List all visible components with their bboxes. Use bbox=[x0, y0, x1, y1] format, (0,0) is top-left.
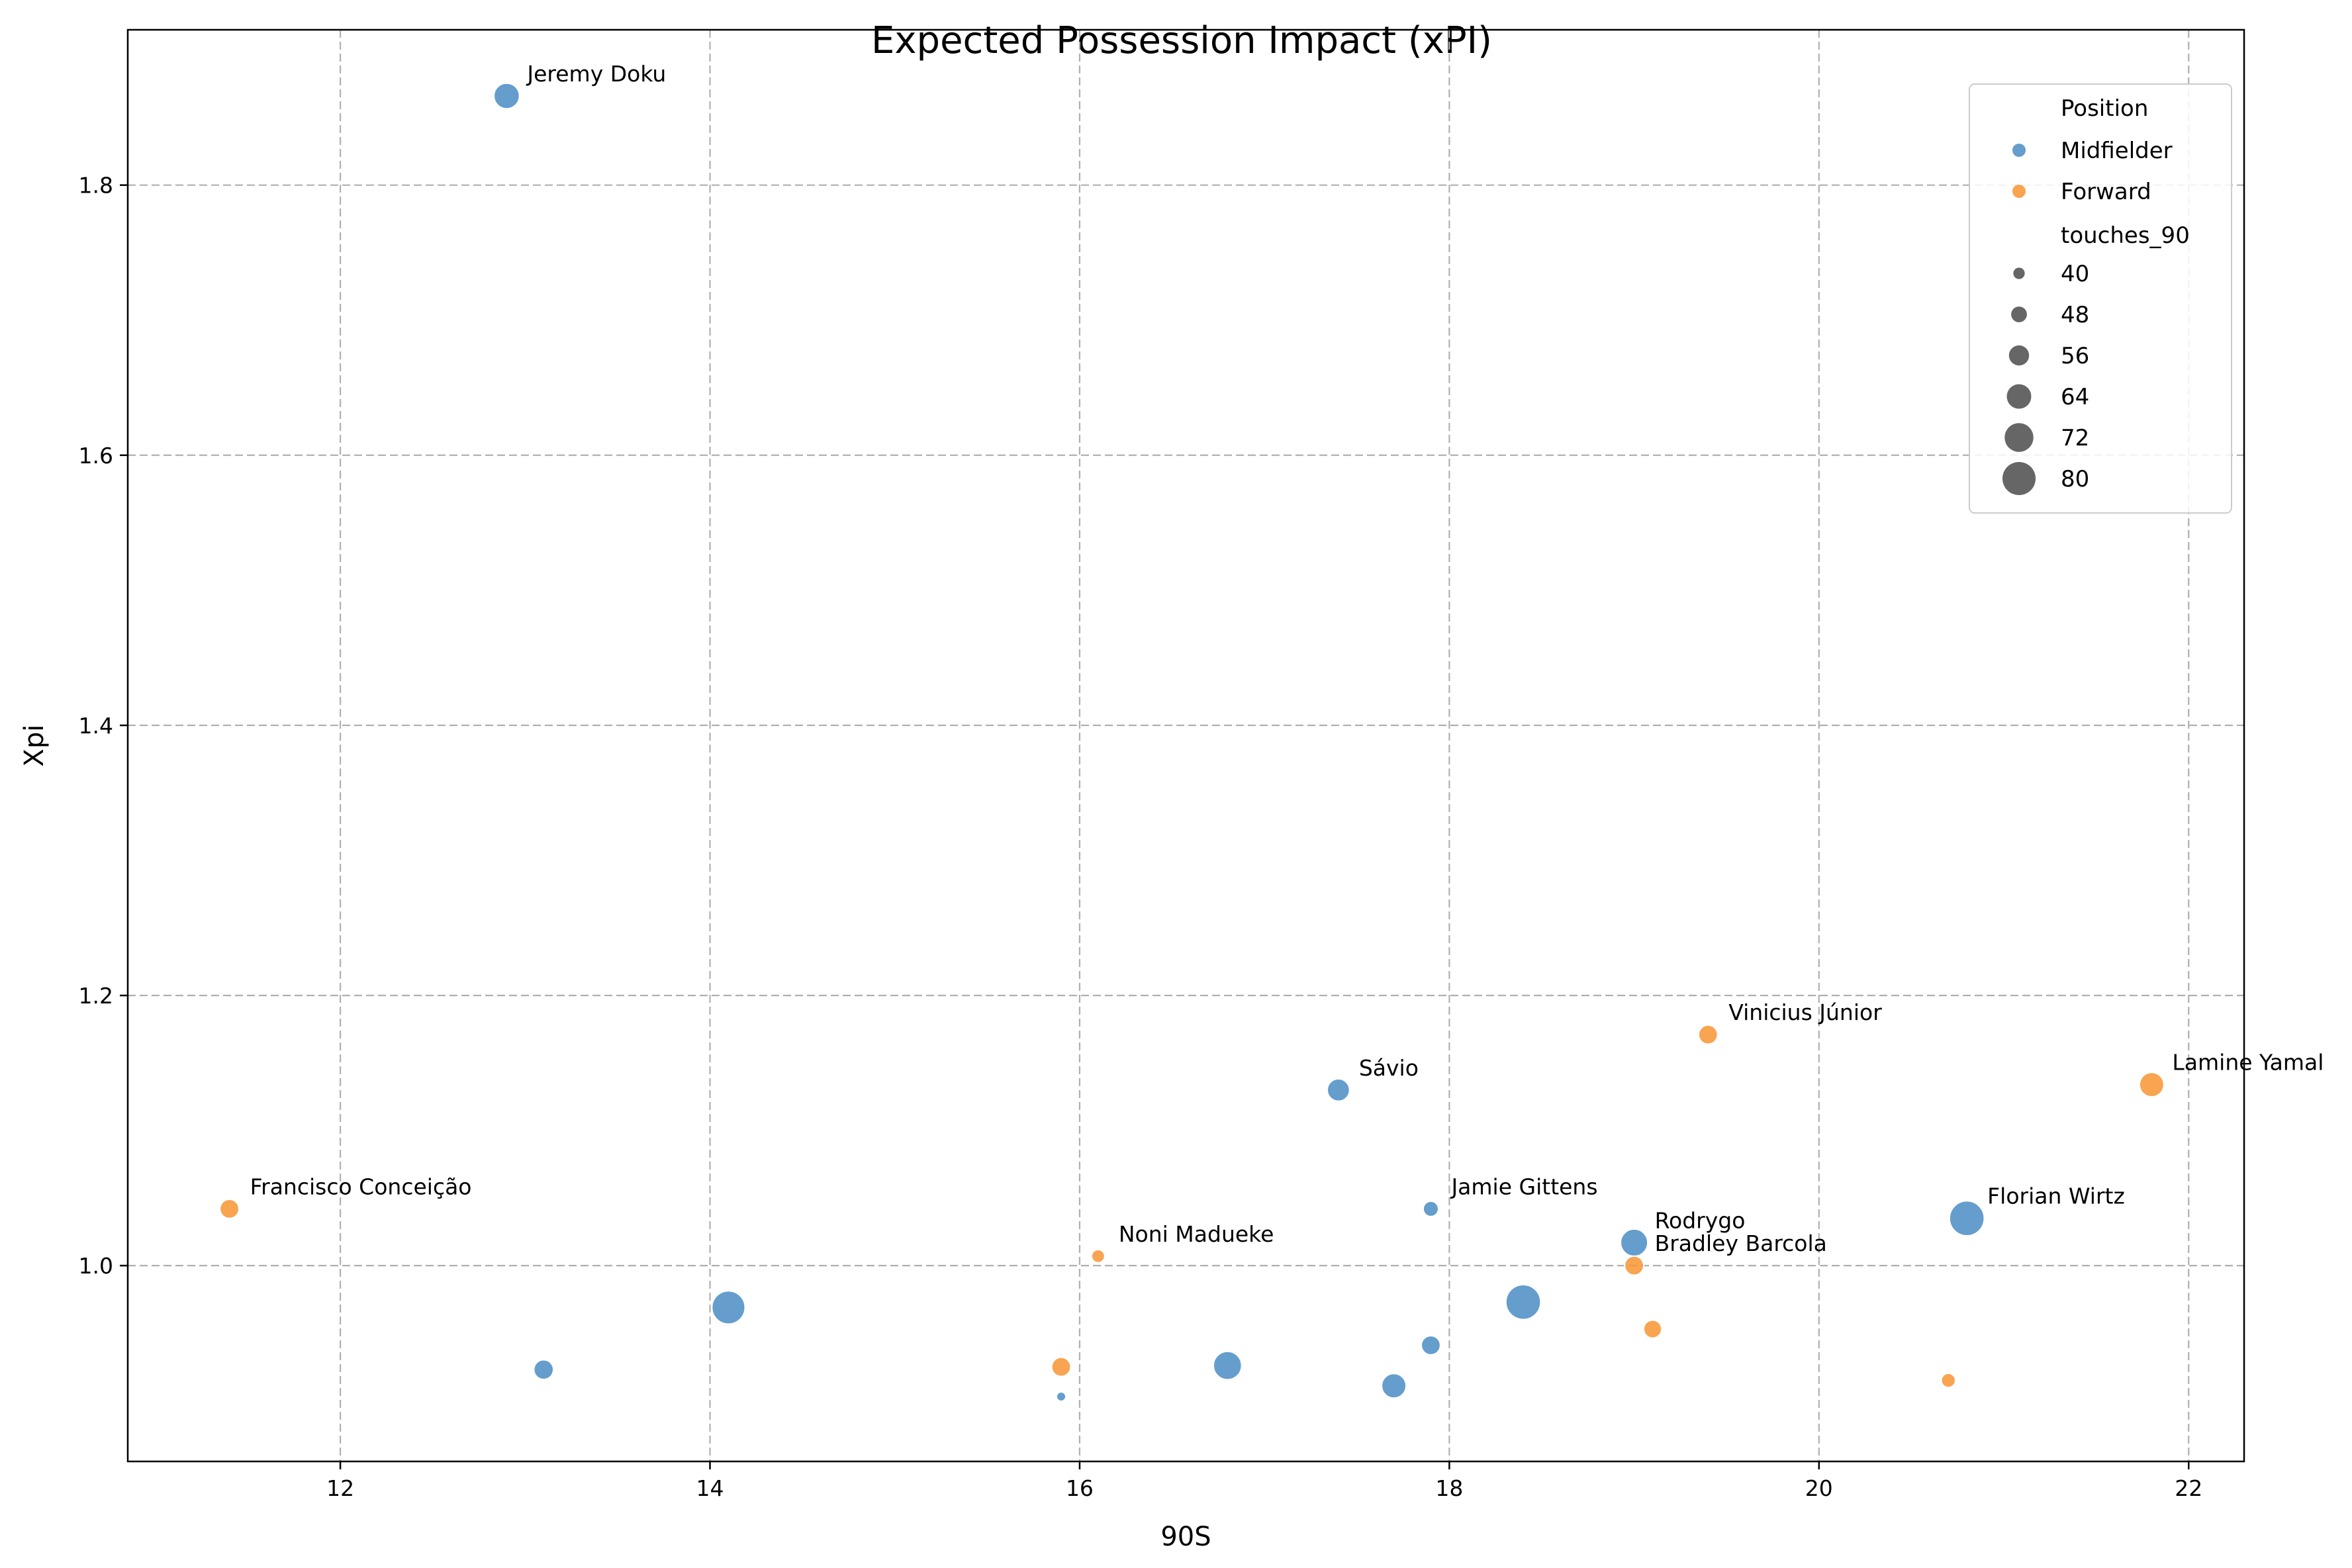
data-point-midfielder bbox=[533, 1359, 555, 1381]
point-label: Bradley Barcola bbox=[1655, 1230, 1827, 1256]
data-point-forward bbox=[1624, 1255, 1644, 1276]
data-point-midfielder bbox=[711, 1290, 746, 1325]
point-label: Noni Madueke bbox=[1119, 1221, 1274, 1247]
data-point-forward bbox=[1091, 1248, 1105, 1264]
legend-size-label: 40 bbox=[2061, 261, 2089, 287]
plot-area-frame bbox=[126, 28, 2245, 1463]
legend-size-title: touches_90 bbox=[2061, 222, 2190, 249]
legend: Position touches_90 Midfielder Forward 40 4… bbox=[1969, 83, 2232, 514]
legend-marker bbox=[2012, 144, 2026, 157]
data-point-midfielder bbox=[1948, 1200, 1985, 1236]
point-label: Lamine Yamal bbox=[2172, 1050, 2324, 1076]
grid bbox=[128, 30, 2244, 1461]
y-tick-label: 1.4 bbox=[79, 713, 113, 739]
data-point-midfielder bbox=[1620, 1228, 1649, 1257]
legend-size-label: 80 bbox=[2061, 466, 2089, 492]
x-tick-label: 14 bbox=[696, 1475, 724, 1501]
legend-size-label: 64 bbox=[2061, 384, 2089, 410]
data-point-midfielder bbox=[1056, 1391, 1067, 1403]
data-point-midfielder bbox=[1422, 1200, 1439, 1217]
legend-hue-title: Position bbox=[2061, 95, 2148, 122]
x-tick-label: 22 bbox=[2175, 1475, 2202, 1501]
data-point-midfielder bbox=[1327, 1078, 1350, 1102]
y-tick-label: 1.6 bbox=[79, 443, 113, 469]
legend-size-label: 56 bbox=[2061, 343, 2089, 369]
legend-size-label: 48 bbox=[2061, 302, 2089, 328]
data-point-midfielder bbox=[1505, 1283, 1542, 1320]
data-point-midfielder bbox=[1381, 1373, 1407, 1399]
data-point-forward bbox=[1697, 1024, 1718, 1045]
data-points bbox=[219, 82, 2165, 1403]
legend-marker bbox=[2012, 185, 2026, 198]
legend-size-marker bbox=[2013, 267, 2025, 279]
legend-box bbox=[1969, 83, 2232, 514]
point-annotations: Jeremy Doku Sávio Jamie Gittens Rodrygo Flor… bbox=[250, 61, 2324, 1256]
x-axis-label: 90S bbox=[1160, 1522, 1211, 1552]
data-point-midfielder bbox=[1212, 1350, 1243, 1381]
data-point-midfielder bbox=[1421, 1335, 1441, 1356]
point-label: Francisco Conceição bbox=[250, 1174, 472, 1199]
y-tick-label: 1.2 bbox=[79, 983, 113, 1009]
data-point-midfielder bbox=[493, 82, 520, 110]
x-tick-label: 18 bbox=[1435, 1475, 1463, 1501]
point-label: Sávio bbox=[1359, 1055, 1419, 1081]
point-label: Jeremy Doku bbox=[526, 61, 666, 87]
chart-title: Expected Possession Impact (xPI) bbox=[871, 19, 1492, 62]
legend-items: Midfielder Forward 40 48 56 64 72 80 bbox=[2002, 138, 2173, 496]
y-tick-label: 1.0 bbox=[79, 1253, 113, 1279]
point-label: Jamie Gittens bbox=[1450, 1174, 1597, 1199]
data-point-forward bbox=[2138, 1072, 2165, 1098]
legend-size-label: 72 bbox=[2061, 425, 2089, 451]
x-tick-label: 16 bbox=[1066, 1475, 1094, 1501]
legend-size-marker bbox=[2008, 345, 2030, 366]
legend-size-marker bbox=[2006, 384, 2032, 409]
axis-ticks: 12 14 16 18 20 22 1.0 1.2 1.4 1.6 1.8 bbox=[79, 173, 2203, 1501]
legend-label: Forward bbox=[2061, 179, 2151, 205]
point-label: Florian Wirtz bbox=[1987, 1183, 2125, 1209]
legend-size-marker bbox=[2011, 306, 2027, 322]
legend-label: Midfielder bbox=[2061, 138, 2173, 164]
data-point-forward bbox=[1051, 1356, 1072, 1377]
data-point-forward bbox=[1642, 1319, 1663, 1339]
x-tick-label: 20 bbox=[1805, 1475, 1833, 1501]
data-point-forward bbox=[1940, 1372, 1956, 1389]
legend-size-marker bbox=[2004, 423, 2034, 452]
y-axis-label: Xpi bbox=[19, 725, 50, 767]
x-tick-label: 12 bbox=[326, 1475, 354, 1501]
y-tick-label: 1.8 bbox=[79, 173, 113, 199]
point-label: Vinicius Júnior bbox=[1728, 999, 1882, 1025]
data-point-forward bbox=[219, 1199, 240, 1219]
point-label: Rodrygo bbox=[1655, 1207, 1746, 1233]
legend-size-marker bbox=[2002, 461, 2036, 496]
